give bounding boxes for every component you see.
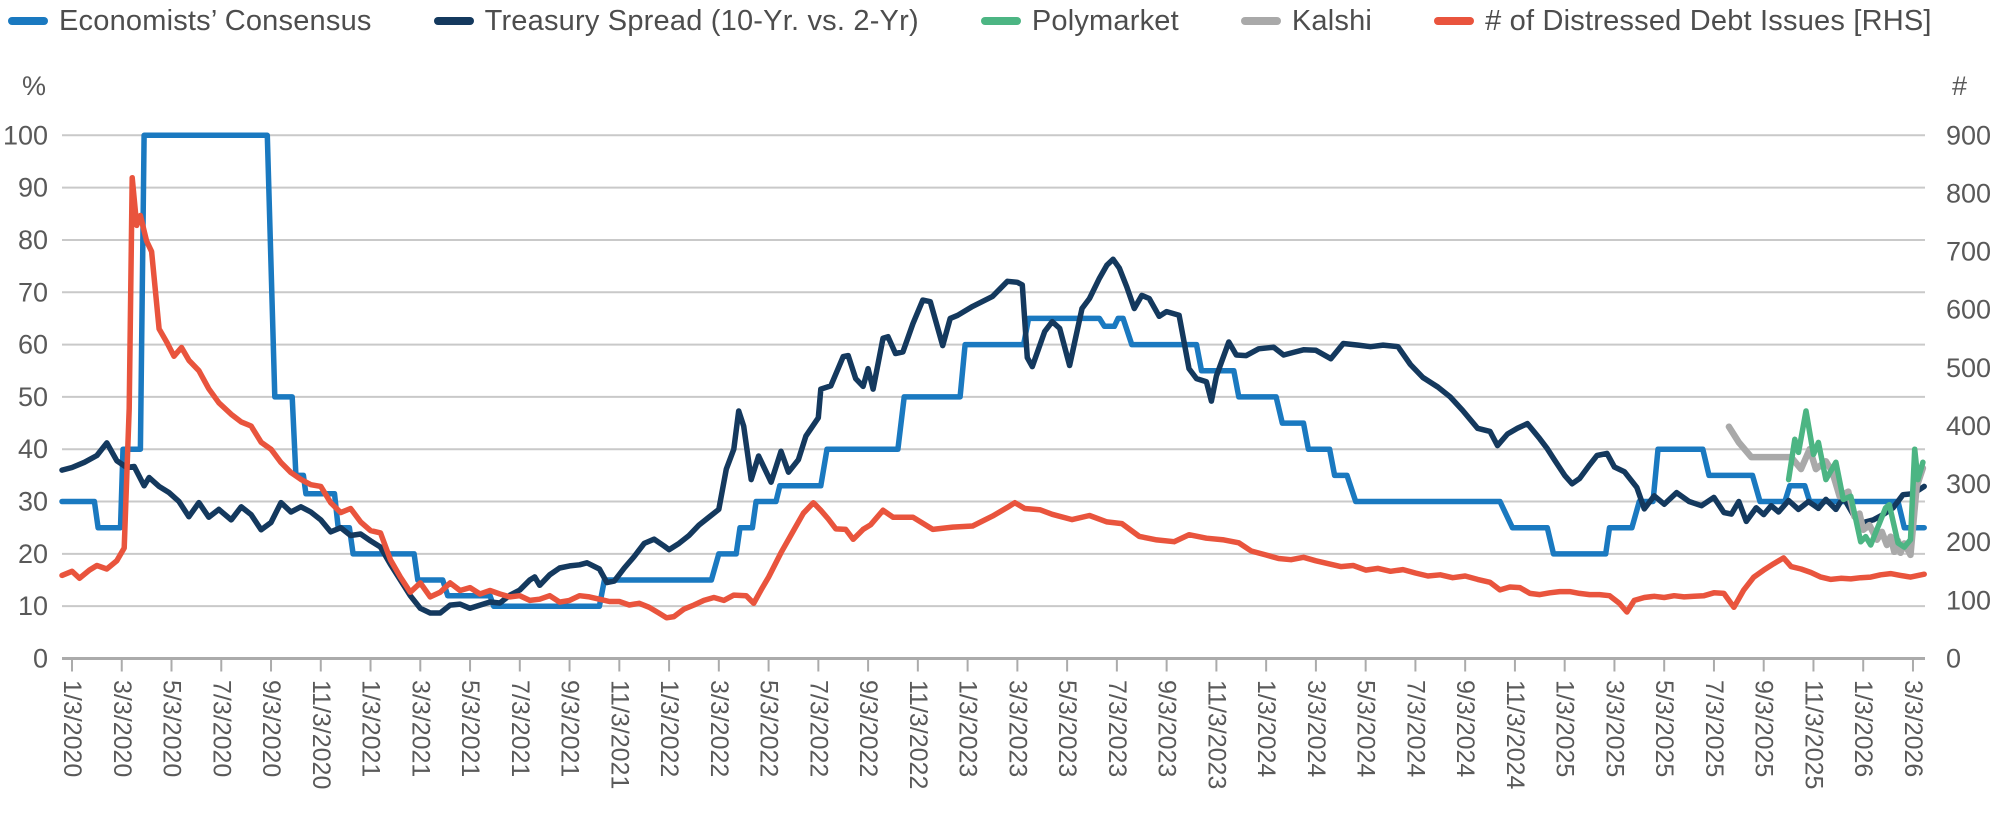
legend-label: # of Distressed Debt Issues [RHS] [1485,4,1932,37]
x-tick-label: 1/3/2025 [1551,680,1579,777]
legend-item-kalshi: Kalshi [1240,4,1373,38]
legend-item-economists-consensus: Economists’ Consensus [8,5,372,38]
x-tick-label: 5/3/2023 [1053,680,1081,777]
x-tick-label: 7/3/2021 [506,680,534,777]
x-tick-label: 11/3/2022 [904,680,932,789]
y-tick-label-right: 300 [1946,469,1991,499]
legend-label: Treasury Spread (10-Yr. vs. 2-Yr) [484,4,919,37]
legend-item-treasury-spread: Treasury Spread (10-Yr. vs. 2-Yr) [433,4,919,38]
x-tick-label: 3/3/2020 [108,680,136,777]
y-tick-label-left: 0 [33,644,48,674]
y-tick-label-right: 900 [1946,120,1991,150]
x-tick-label: 11/3/2025 [1799,680,1827,789]
x-tick-label: 11/3/2020 [307,680,335,789]
legend-label: Polymarket [1031,4,1179,37]
y-tick-label-right: 400 [1946,411,1991,441]
y-tick-label-left: 60 [18,330,48,360]
x-tick-label: 3/3/2021 [406,680,434,777]
series-line-treasury-spread [59,256,1927,616]
x-tick-label: 9/3/2020 [257,680,285,777]
x-tick-label: 1/3/2026 [1849,680,1877,777]
legend-swatch-icon-kalshi [1240,17,1281,25]
x-tick-label: 3/3/2023 [1003,680,1031,777]
legend-swatch-icon-treasury-spread [433,17,474,25]
legend-swatch-icon-polymarket [980,17,1021,25]
y-tick-label-left: 80 [18,225,48,255]
x-tick-label: 1/3/2024 [1252,680,1280,777]
y-axis-unit-left: % [22,71,46,101]
legend-swatch-icon-distressed-debt [1434,17,1475,25]
series-line-economists-consensus [59,132,1927,609]
x-tick-label: 5/3/2022 [755,680,783,777]
series-line-polymarket [1785,408,1926,550]
y-axis-unit-right: # [1952,71,1967,101]
x-tick-label: 3/3/2026 [1899,680,1927,777]
legend-label: Economists’ Consensus [59,4,372,37]
x-tick-label: 5/3/2020 [158,680,186,777]
x-tick-label: 11/3/2021 [605,680,633,789]
x-tick-label: 5/3/2024 [1352,680,1380,777]
x-tick-label: 7/3/2024 [1401,680,1429,777]
y-tick-label-left: 70 [18,277,48,307]
x-tick-label: 11/3/2023 [1202,680,1230,789]
legend: Economists’ Consensus Treasury Spread (10… [8,2,1932,40]
x-tick-label: 3/3/2022 [705,680,733,777]
y-tick-label-right: 600 [1946,295,1991,325]
x-tick-label: 9/3/2025 [1750,680,1778,777]
y-tick-label-left: 50 [18,382,48,412]
x-tick-label: 5/3/2025 [1650,680,1678,777]
legend-swatch-icon-economists-consensus [8,17,48,25]
y-tick-label-left: 100 [3,120,48,150]
y-tick-label-left: 10 [18,591,48,621]
x-tick-label: 1/3/2022 [655,680,683,777]
legend-item-distressed-debt: # of Distressed Debt Issues [RHS] [1434,5,1932,38]
x-tick-label: 9/3/2023 [1153,680,1181,777]
y-tick-label-left: 40 [18,434,48,464]
x-tick-label: 9/3/2021 [556,680,584,777]
legend-label: Kalshi [1291,4,1373,37]
x-tick-label: 9/3/2022 [854,680,882,777]
y-tick-label-right: 700 [1946,237,1991,267]
y-tick-label-left: 30 [18,487,48,517]
x-tick-label: 1/3/2021 [357,680,385,777]
x-tick-label: 11/3/2024 [1501,680,1529,789]
x-tick-label: 1/3/2023 [954,680,982,777]
x-tick-label: 9/3/2024 [1451,680,1479,777]
x-tick-label: 7/3/2020 [207,680,235,777]
x-tick-label: 1/3/2020 [58,680,86,777]
legend-item-polymarket: Polymarket [980,4,1179,38]
x-tick-label: 3/3/2024 [1302,680,1330,777]
y-tick-label-right: 200 [1946,527,1991,557]
x-tick-label: 7/3/2022 [804,680,832,777]
series-line-kalshi [1725,423,1927,559]
y-tick-label-right: 0 [1946,644,1961,674]
x-tick-label: 7/3/2025 [1700,680,1728,777]
x-tick-label: 5/3/2021 [456,680,484,777]
series-line-distressed-debt [59,174,1927,621]
y-tick-label-right: 500 [1946,353,1991,383]
y-tick-label-right: 800 [1946,178,1991,208]
y-tick-label-left: 90 [18,173,48,203]
y-tick-label-right: 100 [1946,585,1991,615]
x-tick-label: 3/3/2025 [1600,680,1628,777]
x-tick-label: 7/3/2023 [1103,680,1131,777]
y-tick-label-left: 20 [18,539,48,569]
